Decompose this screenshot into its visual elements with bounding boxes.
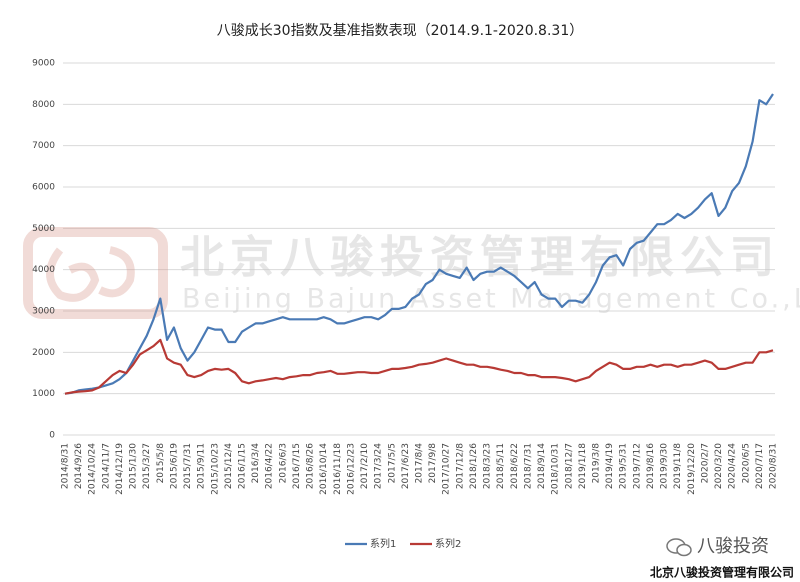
x-tick-label: 2016/4/22: [265, 443, 275, 489]
y-tick-label: 8000: [32, 100, 55, 110]
x-tick-label: 2019/5/31: [619, 443, 629, 489]
x-tick-label: 2018/5/11: [496, 443, 506, 489]
y-tick-label: 0: [49, 431, 55, 441]
x-tick-label: 2016/8/26: [306, 443, 316, 489]
x-tick-label: 2018/7/31: [523, 443, 533, 489]
series-line: [64, 93, 774, 395]
x-tick-label: 2018/10/31: [551, 443, 561, 495]
series-line: [64, 338, 774, 395]
watermark-company-en: Beijing Bajun Asset Management Co.,Ltd.: [182, 284, 800, 315]
x-tick-label: 2016/3/4: [251, 443, 261, 484]
x-tick-label: 2015/12/4: [224, 443, 234, 489]
x-tick-label: 2016/6/3: [278, 443, 288, 483]
x-tick-label: 2015/9/11: [197, 443, 207, 489]
x-tick-label: 2020/6/5: [741, 443, 751, 483]
brand-name: 八骏投资: [697, 536, 769, 557]
watermark-company-cn: 北京八骏投资管理有限公司: [180, 232, 780, 283]
x-tick-label: 2018/12/7: [564, 443, 574, 489]
x-tick-label: 2019/11/8: [673, 443, 683, 489]
x-tick-label: 2017/10/27: [442, 443, 452, 495]
grid: [63, 62, 775, 436]
x-tick-label: 2019/7/12: [632, 443, 642, 489]
x-tick-label: 2018/3/23: [483, 443, 493, 489]
x-tick-label: 2015/3/27: [142, 443, 152, 489]
y-tick-label: 9000: [32, 59, 55, 69]
footer-bar: [0, 564, 800, 582]
x-tick-label: 2015/5/8: [156, 443, 166, 484]
x-tick-label: 2015/7/31: [183, 443, 193, 489]
y-tick-label: 6000: [32, 183, 55, 193]
x-tick-label: 2019/8/16: [646, 443, 656, 489]
x-tick-label: 2017/9/8: [428, 443, 438, 484]
y-tick-label: 2000: [32, 348, 55, 358]
x-tick-label: 2020/8/31: [769, 443, 779, 489]
chart-title: 八骏成长30指数及基准指数表现（2014.9.1-2020.8.31）: [217, 22, 583, 39]
x-tick-label: 2020/7/17: [755, 443, 765, 489]
x-tick-label: 2017/8/4: [415, 443, 425, 484]
y-tick-label: 3000: [32, 307, 55, 317]
x-tick-label: 2019/12/20: [687, 443, 697, 495]
x-tick-label: 2019/9/30: [660, 443, 670, 489]
x-tick-label: 2016/11/18: [333, 443, 343, 495]
x-tick-label: 2016/10/14: [319, 443, 329, 495]
x-tick-label: 2017/6/23: [401, 443, 411, 489]
x-tick-label: 2017/12/8: [455, 443, 465, 489]
x-tick-label: 2016/12/23: [346, 443, 356, 495]
y-tick-label: 7000: [32, 141, 55, 151]
legend-label: 系列2: [435, 537, 461, 550]
x-tick-label: 2014/10/24: [88, 443, 98, 495]
x-tick-label: 2014/11/7: [101, 443, 111, 489]
x-tick-label: 2017/3/24: [374, 443, 384, 489]
x-tick-label: 2014/9/26: [74, 443, 84, 489]
y-tick-label: 5000: [32, 224, 55, 234]
x-tick-label: 2018/9/14: [537, 443, 547, 489]
x-tick-label: 2018/1/26: [469, 443, 479, 489]
legend-label: 系列1: [370, 537, 396, 550]
x-tick-label: 2020/3/20: [714, 443, 724, 489]
y-tick-label: 4000: [32, 265, 55, 275]
x-tick-label: 2017/5/5: [387, 443, 397, 483]
watermark-logo: [23, 227, 168, 319]
x-tick-label: 2019/3/8: [592, 443, 602, 484]
x-tick-label: 2014/8/31: [61, 443, 71, 489]
brand-icon: [666, 538, 692, 557]
x-tick-label: 2014/12/19: [115, 443, 125, 495]
y-tick-label: 1000: [32, 389, 55, 399]
x-tick-label: 2019/4/19: [605, 443, 615, 489]
x-tick-label: 2017/2/10: [360, 443, 370, 489]
x-tick-label: 2016/1/15: [238, 443, 248, 489]
x-tick-label: 2019/1/18: [578, 443, 588, 489]
x-tick-label: 2015/1/30: [129, 443, 139, 489]
x-tick-label: 2015/10/23: [210, 443, 220, 495]
footer-company: 北京八骏投资管理有限公司: [650, 565, 794, 580]
x-tick-label: 2015/6/19: [169, 443, 179, 489]
x-tick-label: 2018/6/22: [510, 443, 520, 489]
x-tick-label: 2020/4/24: [728, 443, 738, 489]
x-tick-label: 2016/7/15: [292, 443, 302, 489]
x-tick-label: 2020/2/7: [700, 443, 710, 483]
